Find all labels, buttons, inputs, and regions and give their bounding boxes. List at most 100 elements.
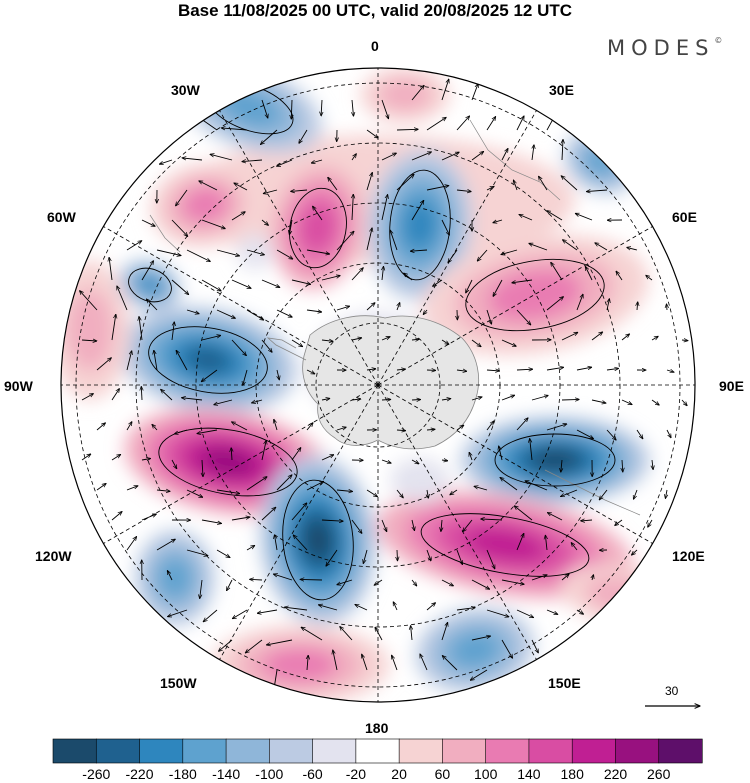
wind-arrow	[561, 332, 578, 341]
wind-arrow	[426, 549, 431, 561]
colorbar-swatch	[355, 738, 400, 764]
wind-arrow	[154, 350, 158, 371]
wind-arrow	[277, 159, 293, 166]
wind-arrow	[681, 399, 687, 406]
wind-arrow	[516, 418, 528, 431]
wind-arrow	[499, 446, 503, 461]
colorbar-tick-label: 180	[560, 766, 584, 782]
wind-arrow	[201, 335, 221, 341]
wind-arrow	[81, 454, 91, 461]
graticule	[61, 68, 695, 702]
lon-label-0: 0	[371, 38, 379, 54]
wind-arrow	[274, 574, 293, 581]
colorbar-tick-label: 260	[647, 766, 671, 782]
wind-arrow	[392, 655, 398, 671]
wind-arrow	[470, 669, 488, 680]
wind-arrow	[420, 654, 428, 671]
wind-arrow	[227, 579, 233, 591]
wind-arrow	[275, 535, 278, 551]
wind-arrow	[81, 340, 97, 341]
wind-arrow	[336, 427, 346, 431]
wind-arrow	[231, 448, 232, 461]
anomaly-blob	[460, 416, 650, 504]
wind-arrow	[471, 152, 484, 161]
wind-arrow	[285, 607, 308, 611]
latitude-circle	[75, 82, 681, 688]
wind-arrow	[291, 279, 311, 284]
wind-arrow	[276, 475, 292, 491]
anomaly-shade	[305, 521, 331, 559]
wind-arrow	[216, 489, 240, 494]
colorbar	[52, 738, 703, 764]
wind-arrow	[80, 291, 98, 311]
wind-arrow	[561, 459, 562, 472]
anomaly-shade	[534, 450, 576, 470]
wind-arrow	[174, 429, 188, 434]
wind-arrow	[441, 460, 448, 461]
wind-arrow	[411, 200, 424, 221]
wind-arrow	[404, 273, 413, 281]
wind-arrow	[410, 250, 428, 251]
colorbar-swatch	[615, 738, 660, 764]
lon-label-180: 180	[365, 720, 389, 736]
wind-arrow	[261, 99, 268, 118]
wind-arrow	[514, 506, 533, 521]
wind-arrow	[442, 656, 458, 671]
antarctica-landmass	[149, 119, 641, 516]
wind-arrow	[621, 334, 630, 341]
wind-arrow	[441, 622, 448, 641]
wind-arrow	[352, 194, 353, 221]
wind-arrow	[321, 99, 322, 116]
wind-arrow	[576, 294, 583, 311]
contour-line	[389, 169, 451, 281]
wind-arrow	[512, 279, 533, 283]
wind-arrow	[176, 189, 188, 206]
antarctic-continent	[302, 315, 479, 450]
wind-arrow	[186, 249, 210, 262]
colorbar-tick-label: -140	[212, 766, 241, 782]
wind-arrow	[351, 399, 361, 400]
wind-arrow	[426, 603, 436, 611]
wind-arrow	[456, 425, 464, 431]
wind-arrow	[291, 339, 303, 347]
wind-arrow	[427, 489, 428, 498]
wind-arrow	[311, 159, 323, 163]
wind-arrow	[627, 247, 638, 251]
anomaly-shade	[450, 632, 500, 668]
wind-arrow	[291, 448, 301, 461]
modes-logo: MODES©	[607, 36, 722, 60]
wind-arrow	[532, 145, 534, 161]
wind-arrow	[243, 369, 248, 385]
wind-arrow	[546, 609, 558, 614]
latitude-circle	[255, 262, 501, 508]
meridian-line	[377, 219, 664, 386]
anomaly-shade	[299, 202, 337, 254]
wind-arrow	[321, 455, 334, 461]
wind-arrow	[381, 195, 388, 221]
wind-arrow	[306, 369, 315, 374]
meridian-line	[212, 384, 379, 671]
wind-arrow	[186, 489, 203, 497]
wind-arrow	[666, 370, 674, 372]
wind-arrow	[96, 358, 111, 371]
colorbar-tick-label: -100	[255, 766, 284, 782]
anomaly-shade	[402, 467, 438, 493]
wind-arrow	[637, 302, 638, 311]
wind-arrow	[186, 549, 208, 556]
wind-arrow	[201, 519, 221, 523]
wind-arrow	[186, 309, 199, 314]
colorbar-tick-label: -20	[345, 766, 367, 782]
wind-arrow	[616, 271, 623, 281]
wind-arrow	[516, 116, 524, 131]
anomaly-shade	[464, 527, 546, 563]
wind-arrow	[396, 174, 414, 191]
wind-arrow	[336, 231, 354, 251]
wind-arrow	[111, 389, 119, 401]
anomaly-blob	[376, 490, 634, 600]
wind-arrow	[441, 579, 453, 586]
wind-arrow	[576, 367, 592, 371]
wind-arrow	[299, 129, 308, 143]
wind-arrow	[397, 303, 400, 311]
wind-arrow	[433, 279, 443, 286]
wind-arrow	[321, 520, 343, 521]
